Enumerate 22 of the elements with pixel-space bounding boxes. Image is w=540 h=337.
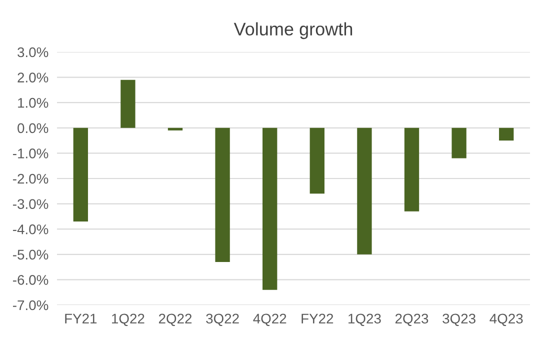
- chart-title: Volume growth: [234, 22, 352, 40]
- x-tick-label: FY21: [65, 314, 97, 324]
- y-tick-label: 3.0%: [18, 47, 48, 58]
- x-tick-label: 2Q22: [158, 314, 192, 326]
- x-tick-label: 3Q22: [206, 314, 239, 326]
- y-tick-label: 1.0%: [18, 98, 48, 108]
- x-tick-label: FY22: [302, 314, 334, 324]
- x-tick-label: 2Q23: [395, 314, 428, 326]
- y-tick-label: -4.0%: [13, 224, 48, 234]
- y-tick-label: -3.0%: [13, 199, 48, 209]
- y-tick-label: -7.0%: [13, 300, 48, 310]
- x-tick-label: 1Q22: [112, 314, 144, 326]
- y-tick-label: -1.0%: [13, 148, 48, 158]
- x-tick-label: 4Q23: [490, 314, 523, 326]
- y-tick-label: -5.0%: [13, 250, 48, 260]
- x-tick-label: 3Q23: [442, 314, 476, 326]
- y-tick-label: 0.0%: [18, 123, 48, 134]
- y-tick-label: 2.0%: [18, 72, 48, 82]
- y-tick-label: -2.0%: [13, 174, 48, 184]
- x-tick-label: 4Q22: [253, 314, 286, 326]
- x-tick-label: 1Q23: [348, 314, 381, 326]
- y-tick-label: -6.0%: [13, 275, 48, 285]
